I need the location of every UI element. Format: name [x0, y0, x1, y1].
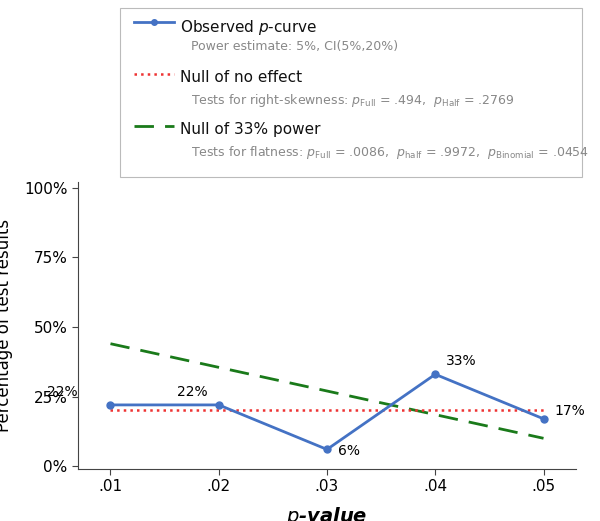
Text: Tests for flatness: $p_\mathrm{Full}$ = .0086,  $p_\mathrm{half}$ = .9972,  $p_\: Tests for flatness: $p_\mathrm{Full}$ = …: [191, 144, 589, 162]
Y-axis label: Percentage of test results: Percentage of test results: [0, 219, 13, 432]
Text: Null of no effect: Null of no effect: [180, 70, 302, 85]
X-axis label: $p$-value: $p$-value: [286, 505, 368, 521]
Text: 22%: 22%: [177, 385, 208, 399]
Text: Power estimate: 5%, CI(5%,20%): Power estimate: 5%, CI(5%,20%): [191, 40, 398, 53]
Text: 6%: 6%: [338, 444, 360, 458]
Text: 17%: 17%: [554, 404, 585, 418]
Text: Null of 33% power: Null of 33% power: [180, 122, 320, 137]
Text: Tests for right-skewness: $p_\mathrm{Full}$ = .494,  $p_\mathrm{Half}$ = .2769: Tests for right-skewness: $p_\mathrm{Ful…: [191, 92, 514, 109]
Text: 22%: 22%: [47, 385, 78, 399]
Text: Observed $p$-curve: Observed $p$-curve: [180, 18, 317, 36]
Text: 33%: 33%: [446, 354, 477, 368]
